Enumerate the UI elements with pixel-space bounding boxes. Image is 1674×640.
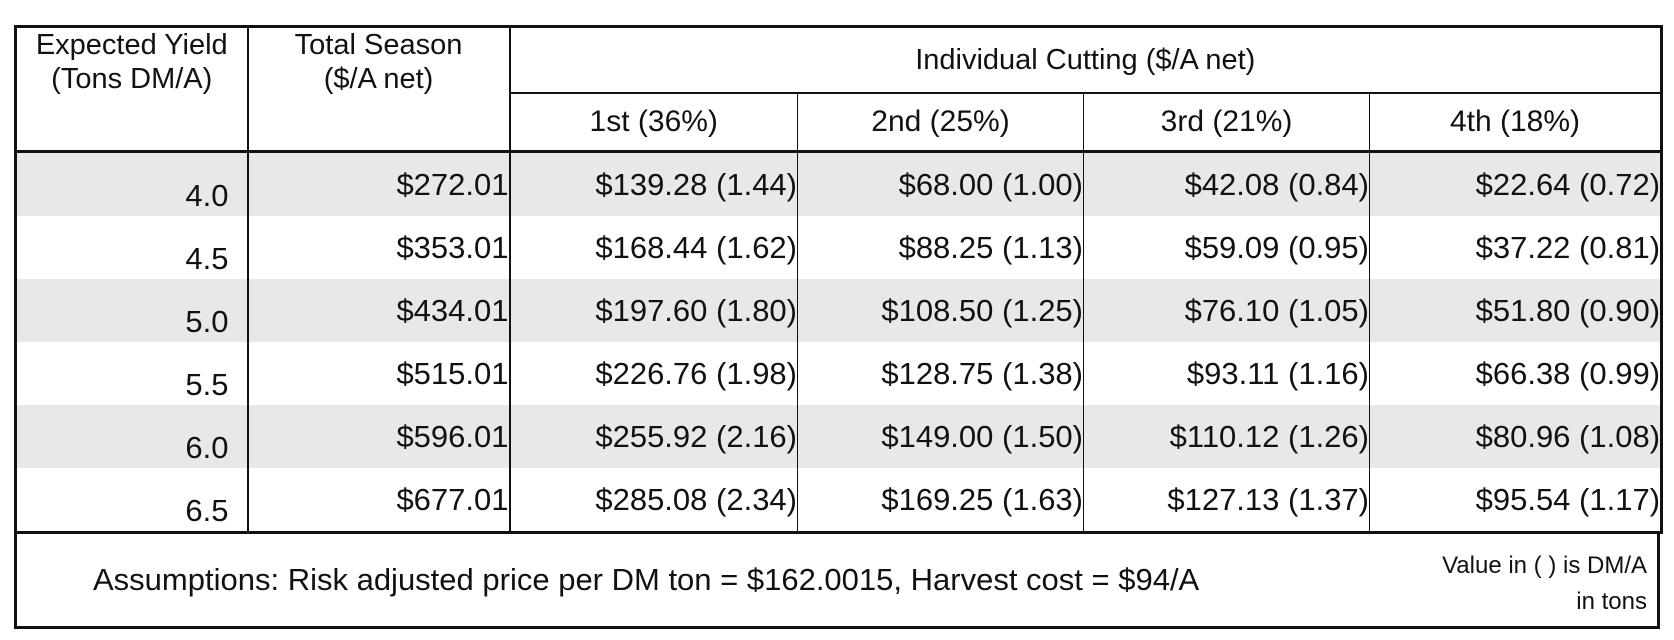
cell-cutting-1st: $255.92 (2.16) (509, 405, 798, 468)
header-cutting-3rd: 3rd (21%) (1083, 93, 1370, 153)
cell-cutting-1st: $226.76 (1.98) (509, 342, 798, 405)
header-expected-yield-line1: Expected Yield (35, 29, 228, 61)
cell-cutting-2nd: $68.00 (1.00) (797, 151, 1084, 216)
header-individual-cutting: Individual Cutting ($/A net) (509, 26, 1662, 94)
table-row: 6.0 $596.01 $255.92 (2.16) $149.00 (1.50… (15, 405, 1662, 468)
cell-expected-yield: 6.0 (15, 405, 249, 468)
cell-total-season: $677.01 (247, 468, 511, 533)
header-cutting-2nd: 2nd (25%) (797, 93, 1084, 153)
cell-expected-yield: 6.5 (15, 468, 249, 533)
header-row-main: Expected Yield (Tons DM/A) Total Season … (15, 26, 1662, 153)
table-row: 6.5 $677.01 $285.08 (2.34) $169.25 (1.63… (15, 468, 1662, 533)
cell-cutting-4th: $80.96 (1.08) (1369, 405, 1662, 468)
cell-cutting-1st: $139.28 (1.44) (509, 151, 798, 216)
cell-total-season: $596.01 (247, 405, 511, 468)
header-expected-yield-line2: (Tons DM/A) (51, 63, 213, 95)
cell-cutting-2nd: $88.25 (1.13) (797, 216, 1084, 279)
table-row: 4.5 $353.01 $168.44 (1.62) $88.25 (1.13)… (15, 216, 1662, 279)
cell-cutting-1st: $197.60 (1.80) (509, 279, 798, 342)
assumptions-text: Assumptions: Risk adjusted price per DM … (93, 562, 1200, 597)
header-expected-yield: Expected Yield (Tons DM/A) (15, 26, 249, 153)
header-cutting-4th: 4th (18%) (1369, 93, 1662, 153)
cell-cutting-2nd: $108.50 (1.25) (797, 279, 1084, 342)
cell-expected-yield: 5.5 (15, 342, 249, 405)
cell-cutting-3rd: $59.09 (0.95) (1083, 216, 1370, 279)
cell-cutting-3rd: $42.08 (0.84) (1083, 151, 1370, 216)
cell-cutting-4th: $51.80 (0.90) (1369, 279, 1662, 342)
header-cutting-1st: 1st (36%) (509, 93, 798, 153)
cell-expected-yield: 4.5 (15, 216, 249, 279)
cell-total-season: $272.01 (247, 151, 511, 216)
cell-total-season: $434.01 (247, 279, 511, 342)
table-row: 5.0 $434.01 $197.60 (1.80) $108.50 (1.25… (15, 279, 1662, 342)
header-total-season-line1: Total Season (294, 29, 463, 61)
yield-value-table-frame: Expected Yield (Tons DM/A) Total Season … (14, 25, 1664, 629)
table-row: 5.5 $515.01 $226.76 (1.98) $128.75 (1.38… (15, 342, 1662, 405)
units-note-line2: in tons (1576, 588, 1647, 615)
cell-cutting-4th: $66.38 (0.99) (1475, 355, 1661, 391)
table-row: 4.0 $272.01 $139.28 (1.44) $68.00 (1.00)… (15, 151, 1662, 216)
header-total-season: Total Season ($/A net) (247, 26, 511, 153)
yield-value-table: Expected Yield (Tons DM/A) Total Season … (14, 25, 1664, 534)
cell-cutting-2nd: $149.00 (1.50) (797, 405, 1084, 468)
cell-cutting-4th: $22.64 (0.72) (1369, 151, 1662, 216)
cell-cutting-2nd: $128.75 (1.38) (797, 342, 1084, 405)
cell-cutting-4th: $37.22 (0.81) (1475, 229, 1661, 265)
cell-expected-yield: 5.0 (15, 279, 249, 342)
units-note: Value in ( ) is DM/A in tons (1387, 548, 1647, 620)
cell-cutting-1st: $285.08 (2.34) (509, 468, 798, 533)
cell-cutting-4th: $95.54 (1.17) (1475, 481, 1661, 517)
cell-total-season: $353.01 (247, 216, 511, 279)
cell-cutting-3rd: $127.13 (1.37) (1083, 468, 1370, 533)
units-note-line1: Value in ( ) is DM/A (1442, 552, 1647, 579)
cell-cutting-1st: $168.44 (1.62) (509, 216, 798, 279)
cell-total-season: $515.01 (247, 342, 511, 405)
cell-cutting-2nd: $169.25 (1.63) (797, 468, 1084, 533)
cell-cutting-3rd: $76.10 (1.05) (1083, 279, 1370, 342)
assumptions-footer: Assumptions: Risk adjusted price per DM … (14, 534, 1660, 629)
header-row-cuttings: 1st (36%) 2nd (25%) 3rd (21%) 4th (18%) (16, 93, 1662, 153)
cell-cutting-3rd: $110.12 (1.26) (1083, 405, 1370, 468)
cell-cutting-3rd: $93.11 (1.16) (1083, 342, 1370, 405)
header-total-season-line2: ($/A net) (323, 63, 434, 95)
cell-expected-yield: 4.0 (15, 151, 249, 216)
